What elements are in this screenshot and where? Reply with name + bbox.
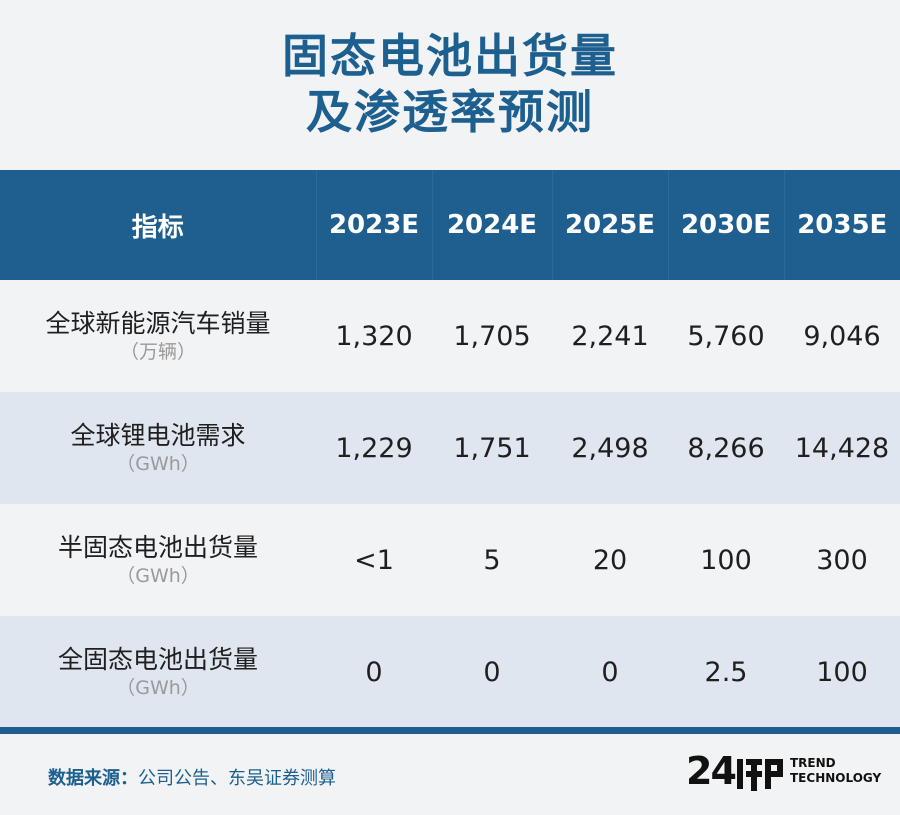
header-2035e: 2035E [797,210,888,240]
source-label: 数据来源： [48,768,138,789]
row-label-cell: 全球新能源汽车销量 （万辆） [0,280,316,392]
row-label: 全球锂电池需求 [70,421,246,450]
table-cell: 0 [601,656,619,688]
table-cell: 1,751 [453,432,531,464]
row-unit: （万辆） [119,341,196,363]
table-cell: 2,498 [571,432,649,464]
table-cell: 5,760 [687,320,765,352]
table-cell: 1,229 [335,432,413,464]
table-cell: 2.5 [704,656,748,688]
logo-line-1: TREND [790,756,836,770]
table-bottom-rule [0,727,900,734]
table-cell: 9,046 [803,320,881,352]
header-2023e: 2023E [316,170,433,280]
row-unit: （GWh） [116,677,200,699]
title-line-1: 固态电池出货量 [282,29,618,83]
table-cell: 8,266 [687,432,765,464]
row-label: 全固态电池出货量 [57,645,258,674]
table-cell: 1,705 [453,320,531,352]
source-text: 公司公告、东吴证券测算 [138,768,336,789]
page-title: 固态电池出货量 及渗透率预测 [0,28,900,140]
table-cell: 300 [816,544,868,576]
table-cell: <1 [354,544,394,576]
row-label-cell: 半固态电池出货量 （GWh） [0,504,316,616]
table-cell: 0 [483,656,501,688]
table-cell: 1,320 [335,320,413,352]
table-cell: 100 [816,656,868,688]
logo-glyph-icon [736,758,783,791]
table-cell: 0 [365,656,383,688]
title-line-2: 及渗透率预测 [306,85,594,139]
forecast-table: 指标 2023E 2024E 2025E 2030E 2035E 全球新能源汽车… [0,170,900,728]
table-cell: 100 [700,544,752,576]
row-label-cell: 全固态电池出货量 （GWh） [0,616,316,728]
table-row: 全球新能源汽车销量 （万辆） 1,320 1,705 2,241 5,760 9… [0,280,900,392]
table-cell: 2,241 [571,320,649,352]
table-header-row: 指标 2023E 2024E 2025E 2030E 2035E [0,170,900,280]
header-2030e: 2030E [668,170,785,280]
row-label: 全球新能源汽车销量 [45,309,271,338]
header-indicator: 指标 [0,170,317,280]
table-row: 全球锂电池需求 （GWh） 1,229 1,751 2,498 8,266 14… [0,392,900,504]
row-label: 半固态电池出货量 [57,533,258,562]
table-row: 半固态电池出货量 （GWh） <1 5 20 100 300 [0,504,900,616]
table-cell: 5 [483,544,501,576]
header-2024e: 2024E [432,170,553,280]
table-cell: 14,428 [794,432,890,464]
row-unit: （GWh） [116,565,200,587]
row-unit: （GWh） [116,453,200,475]
header-2025e: 2025E [552,170,669,280]
row-label-cell: 全球锂电池需求 （GWh） [0,392,316,504]
logo-mark: 24 [686,748,785,794]
table-cell: 20 [592,544,628,576]
table-row: 全固态电池出货量 （GWh） 0 0 0 2.5 100 [0,616,900,728]
logo-text: TREND TECHNOLOGY [790,756,881,786]
logo-number: 24 [686,749,737,793]
logo-line-2: TECHNOLOGY [790,771,882,785]
data-source-note: 数据来源：公司公告、东吴证券测算 [48,764,336,790]
